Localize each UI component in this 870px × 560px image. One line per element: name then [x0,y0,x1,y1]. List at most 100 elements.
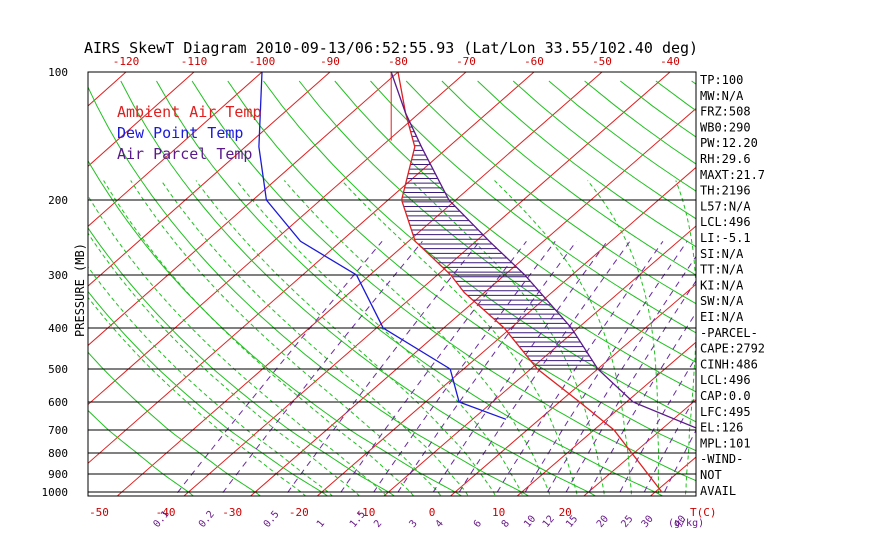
mixing-ratio-label: 8 [500,518,512,530]
traces [258,72,696,493]
mixing-ratio-line [641,394,696,496]
moist-adiabat-line [88,265,334,496]
moist-adiabat-line [88,232,361,496]
legend-parcel: Air Parcel Temp [117,145,252,163]
bottom-temp-tick: -10 [355,506,375,519]
pressure-tick-label: 1000 [42,486,69,499]
moist-adiabat-line [195,180,496,496]
grid-lines [88,20,870,560]
bottom-temp-tick: -30 [222,506,242,519]
isotherm-line [316,166,696,496]
dry-adiabat-line [120,80,597,496]
dry-adiabat-line [405,80,696,305]
pressure-tick-label: 800 [48,447,68,460]
mixing-ratio-label: 1 [315,518,327,530]
stat-line: MW:N/A [700,89,744,103]
mixing-ratio-line [522,241,688,496]
bottom-temp-tick: 20 [559,506,572,519]
stat-line: TP:100 [700,73,743,87]
bottom-temp-unit: T(C) [690,506,717,519]
isotherm-line [116,72,603,496]
isotherm-line [383,225,696,496]
dry-adiabat-line [370,80,696,334]
mixing-ratio-line [617,356,696,496]
stat-line: NOT [700,468,722,482]
isotherm-line [88,72,195,167]
mixing-ratio-line [586,311,696,496]
mixing-ratio-line [563,280,696,496]
mixing-ratio-line [284,240,481,496]
stat-line: LCL:496 [700,373,751,387]
moist-adiabat-line [103,180,415,496]
stat-line: CINH:486 [700,357,758,371]
dewpoint-trace [258,72,507,420]
moist-adiabat-line [88,296,307,496]
top-temp-tick: -70 [456,55,476,68]
bottom-temp-tick: 10 [492,506,505,519]
stat-line: RH:29.6 [700,152,751,166]
pressure-tick-label: 500 [48,363,68,376]
isotherm-line [775,20,870,560]
stat-line: MAXT:21.7 [700,168,765,182]
isotherm-line [88,72,467,406]
dry-adiabat-line [88,290,329,496]
parcel-temp-trace [390,72,696,429]
dry-adiabat-line [156,80,664,496]
legend-ambient: Ambient Air Temp [117,103,262,121]
dry-adiabat-line [334,80,696,363]
stat-line: CAP:0.0 [700,389,751,403]
y-axis-label: PRESSURE (MB) [73,243,87,337]
pressure-tick-label: 400 [48,322,68,335]
pressure-tick-label: 900 [48,468,68,481]
top-temp-tick: -40 [660,55,680,68]
mixing-ratio-label: 3 [407,518,419,530]
stat-line: SI:N/A [700,247,744,261]
stat-line: L57:N/A [700,199,751,213]
moist-adiabat-line [494,180,632,496]
stat-line: KI:N/A [700,278,744,292]
bottom-temp-tick: 0 [429,506,436,519]
stat-line: CAPE:2792 [700,342,765,356]
top-temp-tick: -90 [320,55,340,68]
stat-line: LCL:496 [700,215,751,229]
stat-line: LI:-5.1 [700,231,751,245]
top-temp-tick: -50 [592,55,612,68]
isotherm-line [516,341,696,496]
moist-adiabat-line [410,180,605,496]
dry-adiabat-line [88,85,530,496]
moist-adiabat-line [130,180,442,496]
dry-adiabat-line [88,409,195,496]
stat-line: PW:12.20 [700,136,758,150]
mixing-ratio-line [455,241,631,496]
mixing-ratio-line [337,240,527,496]
moist-adiabat-line [341,180,578,496]
bottom-temp-tick: -50 [89,506,109,519]
stat-line: EI:N/A [700,310,744,324]
isotherm-line [649,456,696,496]
mixing-ratio-label: 20 [595,514,611,530]
stat-line: WB0:290 [700,120,751,134]
mixing-ratio-line [429,241,608,496]
moist-adiabat-line [283,180,551,496]
stat-line: EL:126 [700,421,743,435]
plot-frame [87,71,697,497]
stat-line: AVAIL [700,484,736,498]
stat-line: -WIND- [700,452,743,466]
pressure-tick-label: 600 [48,396,68,409]
bottom-temp-tick: -20 [289,506,309,519]
mixing-ratio-label: 10 [522,514,538,530]
mixing-ratio-line [544,255,696,496]
stat-line: LFC:495 [700,405,751,419]
stat-line: MPL:101 [700,436,751,450]
ambient-temp-trace [397,72,663,493]
dry-adiabat-line [441,80,696,276]
moist-adiabat-line [236,180,524,496]
mixing-ratio-unit: (g/kg) [668,518,704,529]
mixing-ratio-label: 2 [372,518,384,530]
mixing-ratio-label: 25 [619,514,635,530]
isotherm-line [88,72,263,228]
stat-line: -PARCEL- [700,326,758,340]
pressure-tick-label: 100 [48,66,68,79]
